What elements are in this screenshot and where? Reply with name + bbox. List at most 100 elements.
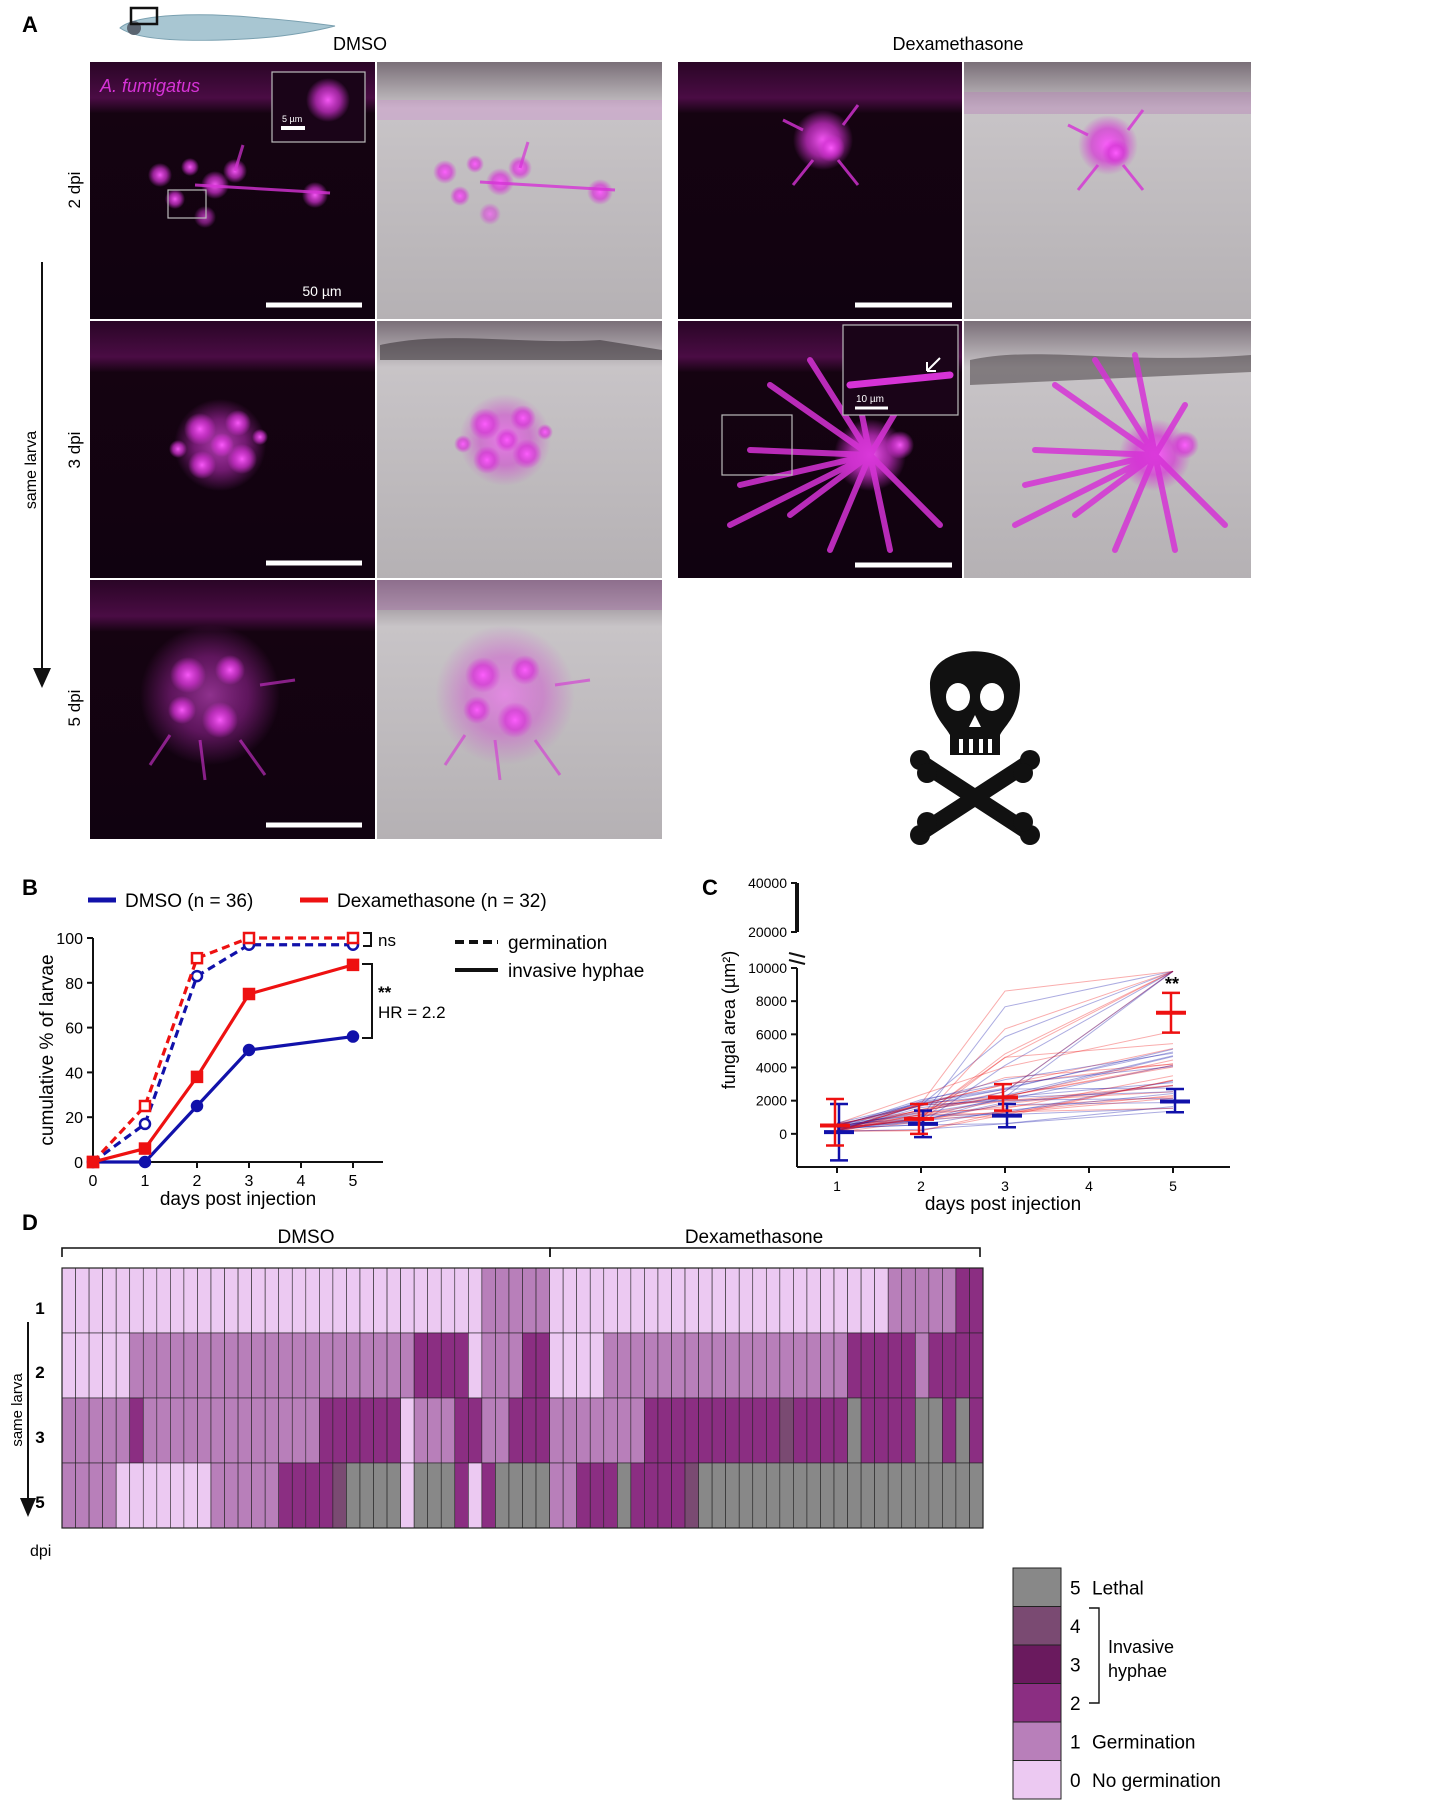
heatmap-cell bbox=[860, 1462, 875, 1529]
panel-d-letter: D bbox=[22, 1210, 38, 1235]
larva-line bbox=[836, 970, 1174, 1127]
heatmap-cell bbox=[969, 1397, 984, 1464]
heatmap-cell bbox=[725, 1332, 740, 1399]
heatmap-cell bbox=[955, 1267, 970, 1334]
heatmap-cell bbox=[752, 1462, 767, 1529]
heatmap-cell bbox=[711, 1267, 726, 1334]
x-tick-label: 1 bbox=[833, 1178, 841, 1194]
heatmap-cell bbox=[251, 1462, 266, 1529]
larva-line bbox=[836, 1087, 1174, 1126]
heatmap-cell bbox=[874, 1267, 889, 1334]
heatmap-cell bbox=[278, 1332, 293, 1399]
larva-line bbox=[836, 970, 1174, 1129]
row-label-2dpi: 2 dpi bbox=[65, 172, 84, 209]
heatmap-cell bbox=[684, 1397, 699, 1464]
row-label-3: 3 bbox=[35, 1428, 44, 1447]
micrograph-dmso-5dpi-fluorescence bbox=[90, 580, 375, 839]
data-point bbox=[242, 987, 256, 1001]
heatmap-cell bbox=[373, 1397, 388, 1464]
x-tick-label: 5 bbox=[349, 1173, 358, 1190]
heatmap-cell bbox=[603, 1267, 618, 1334]
heatmap-cell bbox=[630, 1462, 645, 1529]
heatmap-cell bbox=[833, 1267, 848, 1334]
data-point bbox=[86, 1155, 100, 1169]
heatmap-cell bbox=[440, 1332, 456, 1399]
larva-line bbox=[836, 1107, 1174, 1124]
heatmap-cell bbox=[549, 1267, 564, 1334]
heatmap-cell bbox=[779, 1462, 794, 1529]
invasive-hyphae-label-1: Invasive bbox=[1108, 1637, 1174, 1657]
heatmap-cell bbox=[860, 1332, 875, 1399]
heatmap-cell bbox=[468, 1397, 483, 1464]
heatmap-cell bbox=[562, 1397, 577, 1464]
x-tick-label: 1 bbox=[141, 1173, 150, 1190]
heatmap-cell bbox=[224, 1462, 239, 1529]
heatmap-cell bbox=[928, 1397, 943, 1464]
heatmap-cell bbox=[75, 1332, 90, 1399]
legend-dmso: DMSO (n = 36) bbox=[125, 891, 253, 912]
inset-scale-label: 5 µm bbox=[282, 114, 302, 124]
heatmap-cell bbox=[833, 1462, 848, 1529]
heatmap-cell bbox=[170, 1397, 185, 1464]
micrograph-dmso-2dpi-fluorescence: A. fumigatus 5 µm 50 µm bbox=[90, 62, 375, 319]
y-axis-label: cumulative % of larvae bbox=[37, 954, 58, 1145]
heatmap-cell bbox=[765, 1332, 781, 1399]
heatmap-cell bbox=[251, 1332, 266, 1399]
heatmap-cell bbox=[644, 1462, 659, 1529]
heatmap-cell bbox=[711, 1332, 726, 1399]
heatmap-cell bbox=[468, 1462, 483, 1529]
heatmap-cell bbox=[115, 1332, 131, 1399]
data-point bbox=[190, 1070, 204, 1084]
heatmap-cell bbox=[454, 1462, 469, 1529]
legend-value-2: 2 bbox=[1070, 1694, 1081, 1715]
larva-line bbox=[836, 1095, 1174, 1130]
heatmap-cell bbox=[115, 1267, 131, 1334]
data-point bbox=[138, 1155, 152, 1169]
panel-b-letter: B bbox=[22, 875, 38, 900]
panel-b: B DMSO (n = 36) Dexamethasone (n = 32) g… bbox=[22, 875, 644, 1210]
heatmap-cell bbox=[698, 1397, 713, 1464]
heatmap-cell bbox=[765, 1462, 781, 1529]
heatmap-cell bbox=[413, 1462, 428, 1529]
heatmap-cell bbox=[630, 1332, 645, 1399]
heatmap-cell bbox=[481, 1267, 496, 1334]
heatmap-cell bbox=[901, 1397, 916, 1464]
larva-line bbox=[836, 1064, 1174, 1129]
larva-line bbox=[836, 1051, 1174, 1132]
heatmap-cell bbox=[738, 1397, 754, 1464]
heatmap-cell bbox=[901, 1332, 916, 1399]
heatmap-cell bbox=[386, 1397, 401, 1464]
heatmap-cell bbox=[914, 1397, 930, 1464]
heatmap-cell bbox=[603, 1462, 618, 1529]
heatmap-cell bbox=[617, 1462, 632, 1529]
heatmap-cell bbox=[346, 1397, 361, 1464]
heatmap-cell bbox=[535, 1332, 550, 1399]
heatmap-cell bbox=[752, 1397, 767, 1464]
heatmap-cell bbox=[264, 1332, 280, 1399]
legend-value-4: 4 bbox=[1070, 1617, 1081, 1638]
larva-line bbox=[836, 1079, 1174, 1131]
heatmap-cell bbox=[833, 1332, 848, 1399]
legend-swatch-1 bbox=[1012, 1721, 1062, 1761]
heatmap-cell bbox=[711, 1462, 726, 1529]
panel-c-letter: C bbox=[702, 875, 718, 900]
heatmap-cell bbox=[589, 1462, 605, 1529]
larva-line bbox=[836, 1043, 1174, 1129]
inset-scale-label-dex: 10 µm bbox=[856, 394, 884, 405]
individual-larvae-lines bbox=[836, 970, 1174, 1133]
series-line-2 bbox=[93, 1034, 354, 1164]
row-label-3dpi: 3 dpi bbox=[65, 432, 84, 469]
heatmap-cell bbox=[319, 1397, 334, 1464]
heatmap-cell bbox=[874, 1462, 889, 1529]
legend-swatch-0 bbox=[1012, 1760, 1062, 1800]
heatmap-cell bbox=[237, 1462, 252, 1529]
axis-break bbox=[788, 952, 806, 965]
heatmap-cell bbox=[806, 1462, 821, 1529]
larva-line bbox=[836, 1048, 1174, 1126]
heatmap-cell bbox=[644, 1397, 659, 1464]
legend-swatch-5 bbox=[1012, 1567, 1062, 1607]
heatmap-cell bbox=[291, 1332, 307, 1399]
legend-value-1: 1 bbox=[1070, 1732, 1081, 1753]
heatmap-cell bbox=[251, 1397, 266, 1464]
